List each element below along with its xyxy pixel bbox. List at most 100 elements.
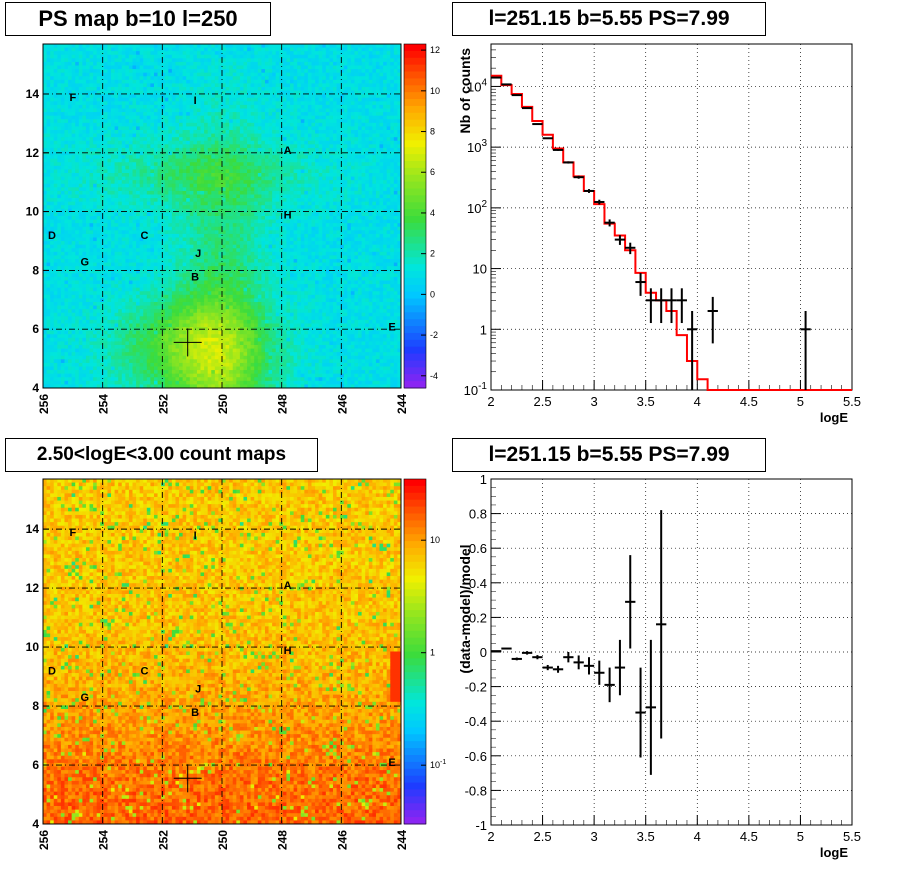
residual-point bbox=[614, 639, 626, 696]
map-x-tick-label: 250 bbox=[216, 830, 230, 850]
spectrum-plot-frame bbox=[490, 43, 853, 391]
x-tick-label: 4.5 bbox=[740, 829, 758, 844]
colorbar-tick-label: 6 bbox=[430, 167, 435, 177]
x-tick-label: 5.5 bbox=[843, 394, 861, 409]
data-point bbox=[511, 94, 522, 97]
count-map-colorbar: 10 1 10-1 bbox=[403, 478, 446, 825]
x-tick-label: 5 bbox=[797, 829, 804, 844]
residual-title: l=251.15 b=5.55 PS=7.99 bbox=[452, 438, 766, 472]
map-source-label: B bbox=[191, 271, 199, 283]
spectrum-title: l=251.15 b=5.55 PS=7.99 bbox=[452, 2, 766, 36]
map-y-tick-label: 4 bbox=[32, 817, 39, 831]
y-tick-label: 103 bbox=[467, 138, 487, 155]
map-y-tick-label: 6 bbox=[32, 758, 39, 772]
y-tick-label: 10-1 bbox=[464, 381, 488, 398]
x-tick-label: 2 bbox=[487, 394, 494, 409]
y-axis-label: (data-model)/model bbox=[457, 544, 473, 673]
x-tick-label: 3 bbox=[591, 829, 598, 844]
ps-map-heatmap bbox=[43, 44, 402, 389]
data-point bbox=[614, 235, 626, 245]
map-y-tick-label: 12 bbox=[26, 146, 40, 160]
map-source-label: I bbox=[194, 530, 197, 542]
x-axis-label: logE bbox=[820, 845, 848, 860]
map-x-tick-label: 246 bbox=[335, 394, 349, 414]
y-tick-label: 0.6 bbox=[469, 541, 487, 556]
y-tick-label: 104 bbox=[467, 77, 487, 94]
data-point bbox=[686, 311, 698, 390]
map-source-label: I bbox=[194, 95, 197, 107]
map-source-label: J bbox=[195, 683, 201, 695]
x-tick-label: 2.5 bbox=[534, 394, 552, 409]
residual-axes: 2 2.5 3 3.5 4 4.5 5 5.5 -1 -0.8 -0.6 -0.4 -0.2 0 0.2 0.… bbox=[457, 472, 861, 860]
ps-map-title: PS map b=10 l=250 bbox=[5, 2, 271, 36]
data-point bbox=[645, 288, 657, 324]
map-source-label: C bbox=[140, 230, 148, 242]
x-tick-label: 2.5 bbox=[534, 829, 552, 844]
map-y-tick-label: 10 bbox=[26, 205, 40, 219]
map-y-tick-label: 8 bbox=[32, 699, 39, 713]
map-y-tick-label: 6 bbox=[32, 322, 39, 336]
data-point bbox=[573, 175, 584, 179]
data-point bbox=[707, 296, 718, 344]
y-tick-label: -1 bbox=[475, 818, 487, 833]
residual-points bbox=[491, 510, 667, 775]
y-tick-label: 102 bbox=[467, 199, 487, 216]
x-axis-label: logE bbox=[820, 410, 848, 425]
map-source-label: A bbox=[284, 580, 292, 592]
map-source-label: D bbox=[48, 230, 56, 242]
y-tick-label: 0 bbox=[480, 645, 487, 660]
source-position-marker bbox=[173, 328, 202, 357]
count-map-title: 2.50<logE<3.00 count maps bbox=[5, 438, 318, 472]
data-point bbox=[666, 288, 677, 324]
residual-point bbox=[563, 652, 574, 663]
map-source-label: F bbox=[69, 92, 76, 104]
data-point bbox=[521, 107, 533, 110]
map-x-tick-label: 252 bbox=[156, 394, 170, 414]
data-point bbox=[676, 288, 687, 324]
map-x-tick-label: 246 bbox=[335, 830, 349, 850]
data-point bbox=[656, 288, 667, 324]
x-tick-label: 5.5 bbox=[843, 829, 861, 844]
map-source-label: F bbox=[69, 527, 76, 539]
colorbar-tick-label: -4 bbox=[430, 371, 438, 381]
residual-point bbox=[625, 555, 636, 649]
y-tick-label: 1 bbox=[480, 322, 487, 337]
y-tick-label: -0.2 bbox=[465, 680, 487, 695]
colorbar-tick-label: -2 bbox=[430, 330, 438, 340]
y-tick-label: 0.2 bbox=[469, 610, 487, 625]
map-y-tick-label: 4 bbox=[32, 381, 39, 395]
colorbar-tick-label: 0 bbox=[430, 289, 435, 299]
map-source-label: E bbox=[388, 321, 395, 333]
residual-point bbox=[594, 660, 605, 685]
data-point bbox=[542, 137, 553, 140]
map-y-tick-label: 8 bbox=[32, 263, 39, 277]
y-tick-label: -0.4 bbox=[465, 714, 487, 729]
map-source-label: C bbox=[140, 666, 148, 678]
source-position-marker bbox=[173, 764, 202, 793]
y-tick-label: 1 bbox=[480, 472, 487, 487]
count-map-overlay: 256 254 252 250 248 246 244 4 6 8 10 12 14 F I A H D C J G B E bbox=[26, 478, 409, 850]
colorbar-tick-label: 10 bbox=[430, 86, 440, 96]
map-x-tick-label: 244 bbox=[395, 830, 409, 850]
residual-point bbox=[583, 657, 595, 675]
map-x-tick-label: 254 bbox=[97, 830, 111, 850]
map-y-tick-label: 12 bbox=[26, 581, 40, 595]
map-x-tick-label: 252 bbox=[156, 830, 170, 850]
colorbar-tick-label: 10 bbox=[430, 535, 440, 545]
map-x-tick-label: 248 bbox=[276, 830, 290, 850]
spectrum-axes: 2 2.5 3 3.5 4 4.5 5 5.5 10-1 1 10 102 103 104 logE Nb o… bbox=[457, 43, 861, 425]
x-tick-label: 3.5 bbox=[637, 829, 655, 844]
residual-grid bbox=[491, 479, 852, 825]
map-x-tick-label: 248 bbox=[276, 394, 290, 414]
y-tick-label: -0.6 bbox=[465, 749, 487, 764]
x-tick-label: 4.5 bbox=[740, 394, 758, 409]
data-point bbox=[552, 148, 564, 151]
model-histogram-line bbox=[491, 74, 852, 391]
y-axis-label: Nb of counts bbox=[457, 48, 473, 134]
map-source-label: J bbox=[195, 248, 201, 260]
residual-point bbox=[521, 651, 533, 655]
map-x-tick-label: 250 bbox=[216, 394, 230, 414]
x-tick-label: 4 bbox=[694, 394, 701, 409]
colorbar-tick-label: 8 bbox=[430, 127, 435, 137]
map-y-tick-label: 14 bbox=[26, 87, 40, 101]
